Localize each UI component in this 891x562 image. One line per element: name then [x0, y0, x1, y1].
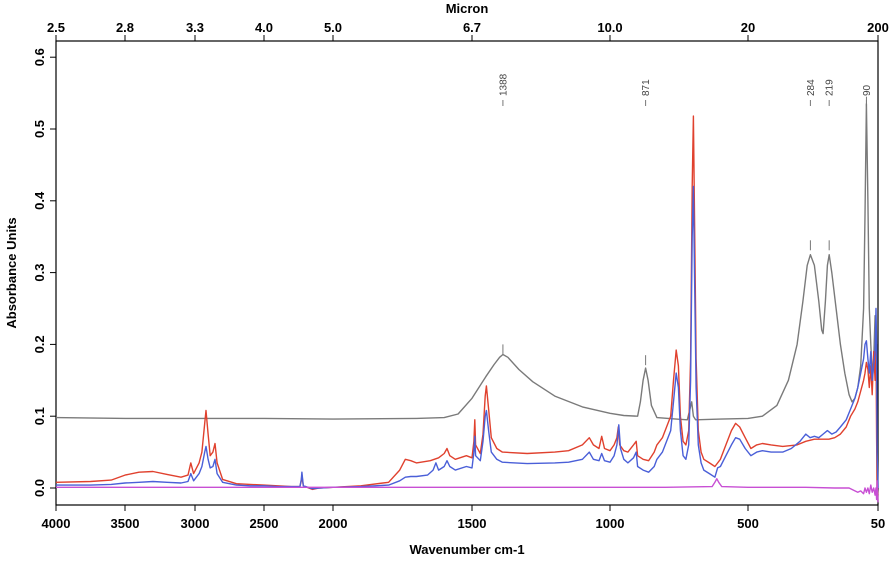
series-line-magenta	[56, 478, 879, 503]
top-tick-label: 3.3	[186, 20, 204, 35]
top-tick-label: 2.5	[47, 20, 65, 35]
x-tick-label: 3000	[181, 516, 210, 531]
y-tick-label: 0.1	[32, 407, 47, 425]
x-tick-label: 500	[737, 516, 759, 531]
top-axis-title: Micron	[446, 1, 489, 16]
top-tick-label: 2.8	[116, 20, 134, 35]
y-tick-label: 0.3	[32, 264, 47, 282]
x-tick-label: 1000	[596, 516, 625, 531]
peak-annotations: 1388 871 284 219 90	[498, 73, 873, 366]
y-axis-title: Absorbance Units	[4, 217, 19, 328]
peak-label: 284	[806, 79, 817, 96]
y-tick-label: 0.6	[32, 48, 47, 66]
series-line-gray	[55, 103, 879, 503]
peak-label: 871	[641, 79, 652, 96]
top-tick-label: 5.0	[324, 20, 342, 35]
x-tick-label: 3500	[111, 516, 140, 531]
top-tick-label: 20	[741, 20, 755, 35]
plot-area	[55, 40, 879, 506]
x-axis-title: Wavenumber cm-1	[409, 542, 524, 557]
top-tick-label: 10.0	[597, 20, 622, 35]
axes: 4000 3500 3000 2500 2000 1500 1000 500 50 2.5 2.8 3…	[32, 20, 889, 531]
y-tick-label: 0.4	[32, 191, 47, 210]
y-tick-label: 0.5	[32, 120, 47, 138]
x-tick-label: 4000	[42, 516, 71, 531]
x-tick-label: 2500	[250, 516, 279, 531]
peak-label: 1388	[498, 73, 509, 96]
peak-label: 90	[862, 84, 873, 96]
top-tick-label: 6.7	[463, 20, 481, 35]
series-layer	[55, 103, 879, 503]
peak-label: 219	[825, 79, 836, 96]
y-tick-label: 0.0	[32, 479, 47, 497]
y-tick-label: 0.2	[32, 335, 47, 353]
top-tick-label: 4.0	[255, 20, 273, 35]
top-tick-label: 200	[867, 20, 889, 35]
series-line-blue	[56, 185, 879, 490]
x-tick-label: 50	[871, 516, 885, 531]
x-tick-label: 2000	[319, 516, 348, 531]
x-tick-label: 1500	[458, 516, 487, 531]
series-line-red	[55, 115, 879, 496]
